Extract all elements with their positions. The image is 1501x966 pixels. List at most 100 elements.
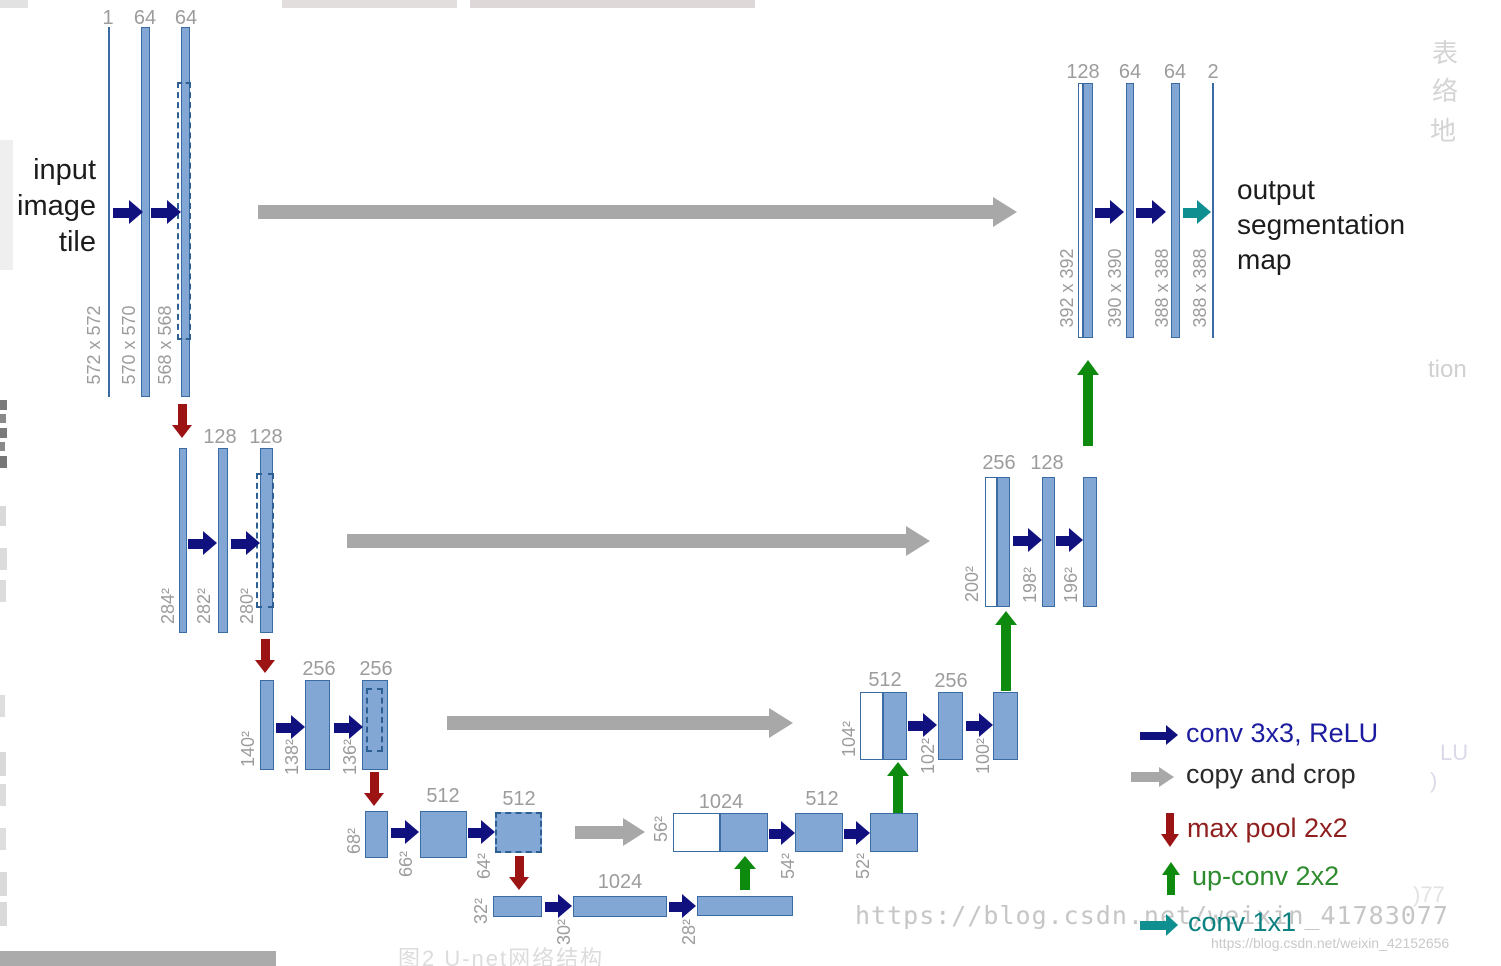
enc2-bar-0 — [179, 448, 187, 633]
enc2-bar-1 — [218, 448, 228, 633]
copy-crop-arrow-4 — [575, 818, 645, 846]
out-bar-2 — [1171, 83, 1180, 338]
copy-crop-arrow-1 — [258, 197, 1017, 227]
watermark-paren: ) — [1430, 768, 1438, 793]
size-label-4: 282² — [194, 587, 214, 625]
enc3-crop-overlay — [366, 688, 383, 752]
channel-label-7-512: 512 — [426, 785, 460, 807]
legend-label-conv1x1: conv 1x1 — [1188, 907, 1297, 937]
dec2-copy-box — [985, 477, 997, 607]
out-map-line — [1212, 83, 1214, 338]
upconv-arrow-1 — [734, 856, 756, 890]
dec3-conv-arrow-1 — [966, 713, 993, 738]
size-label-6: 140² — [238, 730, 258, 768]
upconv-arrow-4 — [1077, 360, 1099, 446]
input-image-tile-label: input image tile — [0, 152, 96, 260]
bottleneck-bar-0 — [493, 896, 542, 917]
watermark-caption: 图2 U-net网络结构 — [398, 946, 605, 966]
top-strip-2 — [282, 0, 457, 8]
channel-label-8-512: 512 — [502, 788, 536, 810]
left-frag-2 — [0, 414, 6, 423]
left-strip — [0, 140, 13, 270]
dec3-bar-1 — [938, 692, 963, 760]
dec4-conv-arrow-1 — [844, 821, 870, 846]
size-label-9: 68² — [344, 827, 364, 855]
size-label-10: 66² — [396, 850, 416, 878]
maxpool-arrow-2 — [255, 639, 276, 673]
left-tick-6 — [0, 784, 6, 806]
left-tick-2 — [0, 548, 7, 570]
enc3-bar-1 — [305, 680, 330, 770]
legend-label-upconv: up-conv 2x2 — [1192, 861, 1340, 891]
maxpool-arrow-1 — [172, 404, 193, 438]
enc2-conv-arrow-0 — [188, 531, 217, 556]
channel-label-18-64: 64 — [1163, 61, 1187, 83]
enc4-conv-arrow-1 — [468, 820, 495, 845]
channel-label-16-128: 128 — [1066, 61, 1100, 83]
channel-label-5-256: 256 — [302, 658, 336, 680]
left-tick-9 — [0, 902, 7, 926]
legend-conv-arrow — [1140, 725, 1178, 746]
size-label-15: 56² — [651, 815, 671, 843]
size-label-17: 52² — [853, 852, 873, 880]
watermark-char-1: 表 — [1432, 38, 1459, 68]
size-label-12: 32² — [471, 897, 491, 925]
output-segmentation-map-label: output segmentation map — [1237, 172, 1405, 277]
left-frag-1 — [0, 400, 7, 410]
enc4-bar-0 — [365, 811, 388, 858]
enc3-conv-arrow-0 — [276, 715, 305, 740]
channel-label-0-1: 1 — [102, 7, 114, 29]
maxpool-arrow-3 — [364, 772, 385, 806]
watermark-lu: LU — [1440, 740, 1469, 765]
output-label-line-2: segmentation — [1237, 209, 1406, 240]
output-label-line-1: output — [1237, 174, 1315, 205]
enc1-conv-arrow-0 — [113, 200, 143, 225]
channel-label-14-256: 256 — [982, 452, 1016, 474]
left-tick-4 — [0, 695, 5, 717]
size-label-19: 102² — [918, 737, 938, 775]
legend-label-copy-crop: copy and crop — [1186, 759, 1356, 789]
channel-label-6-256: 256 — [359, 658, 393, 680]
enc1-input-line — [108, 27, 110, 397]
out-conv-arrow-1 — [1136, 200, 1166, 225]
size-label-24: 392 x 392 — [1057, 248, 1077, 328]
channel-label-15-128: 128 — [1030, 452, 1064, 474]
enc4-bar-1 — [420, 811, 467, 858]
size-label-13: 30² — [554, 918, 574, 946]
size-label-21: 200² — [962, 565, 982, 603]
dec3-upconv-box — [883, 692, 907, 760]
left-frag-3 — [0, 428, 7, 438]
dec2-bar-2 — [1083, 477, 1097, 607]
dec3-copy-box — [860, 692, 883, 760]
out-copy-box — [1078, 83, 1083, 338]
bottleneck-bar-2 — [697, 896, 793, 916]
size-label-1: 570 x 570 — [119, 305, 139, 385]
input-label-line-2: image — [17, 190, 96, 222]
bottleneck-conv-arrow-0 — [545, 894, 572, 919]
enc1-conv-arrow-1 — [151, 200, 181, 225]
upconv-arrow-3 — [995, 611, 1017, 691]
left-tick-7 — [0, 828, 6, 850]
legend-label-conv3x3: conv 3x3, ReLU — [1186, 718, 1379, 748]
legend-conv1x1-arrow — [1140, 914, 1178, 936]
dec2-conv-arrow-1 — [1056, 528, 1083, 553]
out-upconv-box — [1083, 83, 1093, 338]
output-label-line-3: map — [1237, 244, 1292, 275]
channel-label-11-512: 512 — [805, 788, 839, 810]
upconv-arrow-2 — [887, 762, 909, 813]
size-label-11: 64² — [474, 852, 494, 880]
bottleneck-conv-arrow-1 — [669, 894, 696, 919]
channel-label-13-256: 256 — [934, 670, 968, 692]
channel-label-12-512: 512 — [868, 669, 902, 691]
dec4-copy-box — [673, 813, 720, 852]
dec4-bar-2 — [870, 813, 918, 852]
legend-maxpool-arrow — [1161, 813, 1179, 847]
maxpool-arrow-4 — [509, 856, 530, 890]
size-label-8: 136² — [340, 738, 360, 776]
size-label-14: 28² — [679, 918, 699, 946]
input-label-line-3: tile — [58, 226, 96, 258]
size-label-3: 284² — [158, 587, 178, 625]
dec2-upconv-box — [997, 477, 1010, 607]
channel-label-2-64: 64 — [174, 7, 198, 29]
